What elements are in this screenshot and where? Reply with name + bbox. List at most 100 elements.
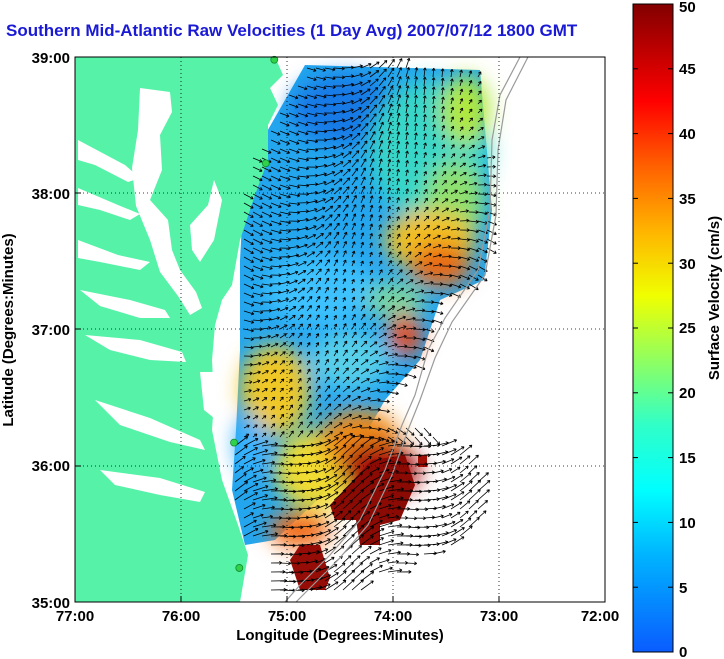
velocity-vector-arrow <box>441 162 446 168</box>
velocity-vector-arrow <box>360 260 364 267</box>
velocity-vector-arrow <box>369 369 380 375</box>
velocity-vector-arrow <box>459 228 470 233</box>
velocity-vector-arrow <box>333 222 340 231</box>
velocity-vector-arrow <box>342 250 347 258</box>
velocity-vector-arrow <box>261 317 272 322</box>
velocity-vector-arrow <box>297 323 303 330</box>
velocity-vector-arrow <box>369 260 373 267</box>
velocity-vector-arrow <box>450 162 456 168</box>
velocity-vector-arrow <box>387 224 391 231</box>
velocity-vector-arrow <box>306 121 318 126</box>
velocity-vector-arrow <box>477 182 488 187</box>
velocity-vector-arrow <box>324 350 329 357</box>
velocity-vector-arrow <box>270 229 282 235</box>
velocity-vector-arrow <box>360 158 367 168</box>
velocity-vector-arrow <box>243 220 254 227</box>
velocity-vector-arrow <box>378 314 386 321</box>
velocity-vector-arrow <box>252 513 264 519</box>
velocity-vector-arrow <box>405 57 411 69</box>
velocity-vector-arrow <box>342 297 346 303</box>
velocity-vector-arrow <box>297 217 309 222</box>
velocity-vector-arrow <box>342 287 346 294</box>
velocity-vector-arrow <box>243 389 252 393</box>
velocity-vector-arrow <box>459 489 473 501</box>
colorbar-tick-label: 50 <box>679 0 696 16</box>
velocity-vector-arrow <box>423 290 434 295</box>
velocity-vector-arrow <box>387 269 393 276</box>
velocity-vector-arrow <box>432 301 444 306</box>
velocity-vector-arrow <box>297 278 306 285</box>
velocity-vector-arrow <box>405 224 410 231</box>
velocity-vector-arrow <box>360 445 374 456</box>
velocity-vector-arrow <box>261 211 273 218</box>
velocity-vector-arrow <box>360 195 365 204</box>
velocity-vector-arrow <box>288 387 293 393</box>
velocity-vector-arrow <box>459 265 471 271</box>
velocity-vector-arrow <box>270 175 282 182</box>
velocity-vector-arrow <box>315 368 320 375</box>
velocity-vector-arrow <box>351 349 358 357</box>
velocity-vector-arrow <box>306 360 311 366</box>
velocity-vector-arrow <box>432 114 436 123</box>
velocity-vector-arrow <box>243 457 256 465</box>
velocity-vector-arrow <box>342 108 354 114</box>
velocity-vector-arrow <box>243 301 255 307</box>
velocity-vector-arrow <box>252 433 258 438</box>
velocity-vector-arrow <box>297 287 306 294</box>
velocity-vector-arrow <box>378 286 384 294</box>
velocity-vector-arrow <box>333 570 347 582</box>
velocity-vector-arrow <box>468 108 473 114</box>
velocity-vector-arrow <box>369 322 377 330</box>
velocity-vector-arrow <box>450 78 454 87</box>
velocity-vector-arrow <box>477 117 484 123</box>
velocity-vector-arrow <box>252 503 266 510</box>
velocity-vector-arrow <box>360 580 374 591</box>
velocity-vector-arrow <box>288 351 294 357</box>
velocity-vector-arrow <box>342 395 351 402</box>
velocity-vector-arrow <box>261 220 273 227</box>
velocity-vector-arrow <box>450 125 455 132</box>
velocity-vector-arrow <box>396 315 406 321</box>
velocity-vector-arrow <box>270 431 276 438</box>
velocity-vector-arrow <box>360 63 372 69</box>
velocity-vector-arrow <box>351 510 361 519</box>
velocity-vector-arrow <box>387 487 404 492</box>
colorbar-tick-label: 25 <box>679 320 696 337</box>
velocity-vector-arrow <box>477 192 488 197</box>
velocity-vector-arrow <box>396 58 403 69</box>
velocity-vector-arrow <box>324 324 328 330</box>
velocity-vector-arrow <box>342 454 353 465</box>
velocity-vector-arrow <box>342 472 354 483</box>
velocity-vector-arrow <box>342 517 354 528</box>
velocity-vector-arrow <box>342 331 347 339</box>
velocity-vector-arrow <box>234 445 248 456</box>
velocity-vector-arrow <box>486 183 497 188</box>
velocity-vector-arrow <box>378 112 385 123</box>
velocity-vector-arrow <box>324 394 331 402</box>
velocity-vector-arrow <box>333 489 347 501</box>
velocity-vector-arrow <box>450 527 465 537</box>
velocity-vector-arrow <box>450 519 464 528</box>
velocity-vector-arrow <box>252 415 259 420</box>
velocity-vector-arrow <box>252 468 264 474</box>
velocity-vector-arrow <box>378 409 390 414</box>
velocity-vector-arrow <box>441 153 446 159</box>
velocity-vector-arrow <box>333 444 347 456</box>
velocity-vector-arrow <box>324 446 339 456</box>
velocity-vector-arrow <box>252 335 263 340</box>
velocity-vector-arrow <box>297 103 308 109</box>
velocity-vector-arrow <box>342 534 355 546</box>
velocity-vector-arrow <box>252 301 264 306</box>
velocity-vector-arrow <box>423 142 427 150</box>
velocity-vector-arrow <box>306 112 318 117</box>
velocity-vector-arrow <box>405 76 410 87</box>
velocity-vector-arrow <box>315 458 329 465</box>
velocity-vector-arrow <box>360 359 369 366</box>
velocity-vector-arrow <box>306 103 318 108</box>
velocity-vector-arrow <box>351 176 358 186</box>
velocity-vector-arrow <box>261 256 273 262</box>
velocity-vector-arrow <box>333 323 338 330</box>
velocity-vector-arrow <box>351 313 356 321</box>
velocity-vector-arrow <box>351 386 361 393</box>
velocity-vector-arrow <box>315 163 328 168</box>
